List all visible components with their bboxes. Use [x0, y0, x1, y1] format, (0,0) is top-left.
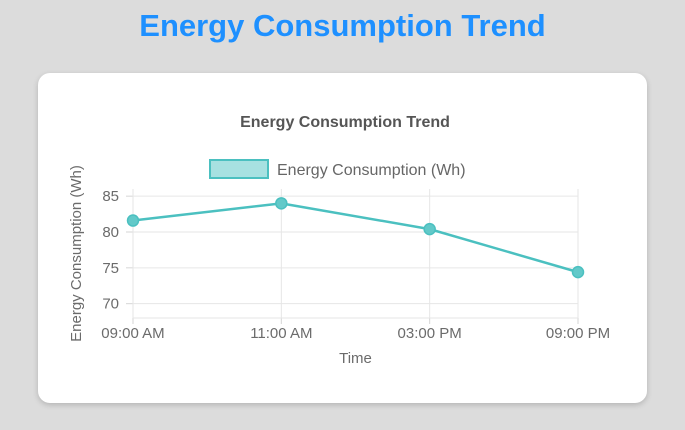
- x-tick-label: 09:00 AM: [101, 325, 164, 342]
- page-title: Energy Consumption Trend: [139, 8, 546, 43]
- chart-card: Energy Consumption Trend Energy Consumpti…: [38, 73, 647, 403]
- x-axis-title: Time: [339, 350, 372, 367]
- legend-label[interactable]: Energy Consumption (Wh): [277, 162, 466, 179]
- x-tick-label: 03:00 PM: [398, 325, 462, 342]
- y-tick-label: 80: [102, 224, 119, 241]
- y-tick-label: 70: [102, 296, 119, 313]
- legend-swatch[interactable]: [209, 159, 269, 179]
- energy-line-chart[interactable]: Energy Consumption Trend Energy Consumpti…: [38, 73, 647, 403]
- x-tick-label: 09:00 PM: [546, 325, 610, 342]
- page: Energy Consumption Trend Energy Consumpt…: [0, 0, 685, 403]
- data-point[interactable]: [571, 265, 585, 279]
- y-tick-label: 85: [102, 188, 119, 205]
- data-point[interactable]: [126, 214, 140, 227]
- trend-line: [131, 202, 580, 274]
- y-axis-title: Energy Consumption (Wh): [68, 165, 85, 342]
- data-point[interactable]: [275, 197, 288, 210]
- x-tick-label: 11:00 AM: [250, 325, 312, 342]
- chart-title: Energy Consumption Trend: [240, 114, 450, 131]
- data-point[interactable]: [423, 222, 436, 236]
- y-tick-label: 75: [102, 260, 119, 277]
